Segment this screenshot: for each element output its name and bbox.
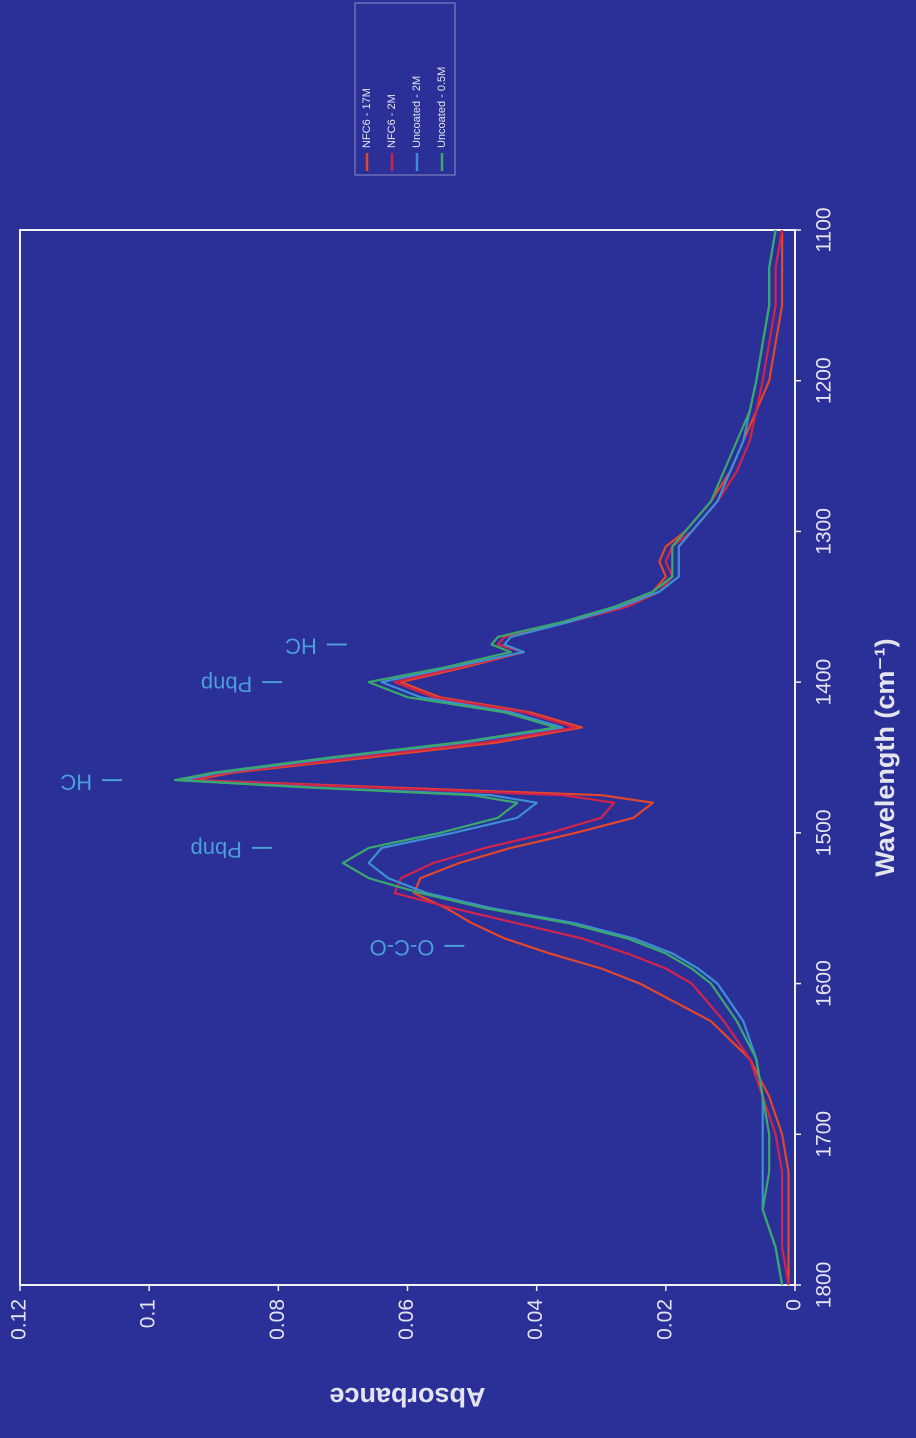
x-axis-title: Wavelength (cm⁻¹) bbox=[870, 638, 900, 876]
legend-box bbox=[354, 2, 456, 176]
legend-label: NFC6 - 2M bbox=[386, 94, 398, 148]
x-tick-label: 1400 bbox=[813, 659, 836, 706]
legend-label: NFC6 - 17M bbox=[361, 88, 373, 148]
x-tick-label: 1600 bbox=[813, 960, 836, 1007]
x-tick-label: 1500 bbox=[813, 809, 836, 856]
y-tick-label: 0.12 bbox=[8, 1299, 31, 1340]
y-tick-label: 0.02 bbox=[653, 1299, 676, 1340]
rotated-chart: 1800 1700 1600 1500 1400 1300 1200 1100 0 0.02 0.0… bbox=[8, 2, 900, 1412]
x-tick-label: 1200 bbox=[813, 357, 836, 404]
y-tick-label: 0.06 bbox=[395, 1299, 418, 1340]
annotation-label: HC bbox=[60, 769, 92, 794]
y-tick-label: 0.08 bbox=[266, 1299, 289, 1340]
x-tick-label: 1700 bbox=[813, 1111, 836, 1158]
x-tick-label: 1800 bbox=[813, 1262, 836, 1309]
annotation-label: Pbnp bbox=[191, 837, 242, 862]
annotation-label: O-C-O bbox=[370, 935, 435, 960]
y-tick-label: 0 bbox=[783, 1299, 806, 1311]
x-tick-label: 1300 bbox=[813, 508, 836, 555]
y-tick-label: 0.1 bbox=[137, 1299, 160, 1328]
x-tick-label: 1100 bbox=[813, 207, 836, 252]
y-tick-label: 0.04 bbox=[524, 1299, 547, 1340]
series-line bbox=[173, 229, 784, 1286]
legend-label: Uncoated - 0.5M bbox=[436, 67, 448, 148]
legend-label: Uncoated - 2M bbox=[411, 76, 423, 148]
y-axis-title: Absorbance bbox=[329, 1382, 485, 1412]
annotation-label: Pbnp bbox=[201, 671, 252, 696]
annotation-label: HC bbox=[285, 634, 317, 659]
